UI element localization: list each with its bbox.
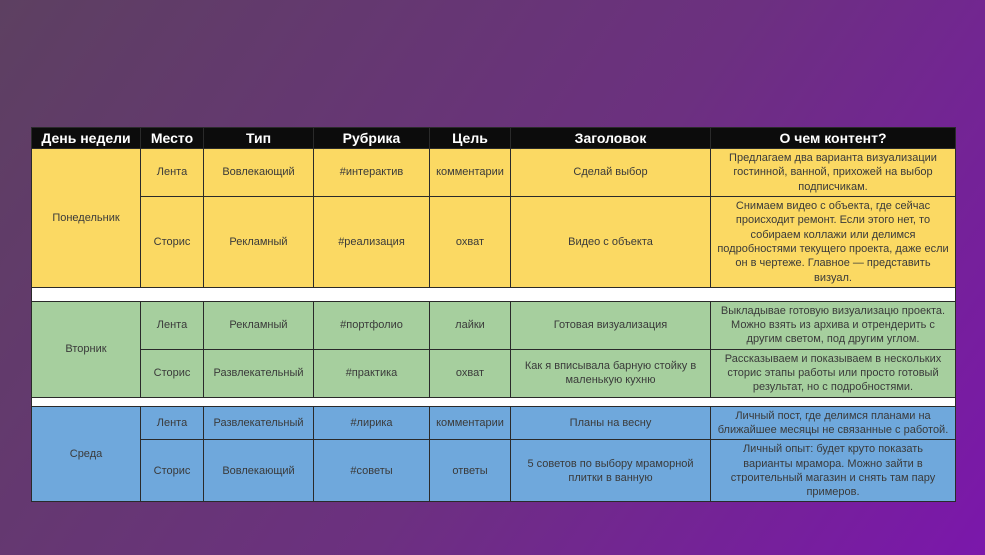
table-cell: #интерактив [313,148,430,198]
table-cell: лайки [429,300,511,350]
column-header-day: День недели [31,126,141,150]
table-row: Понедельник Лента Вовлекающий #интеракти… [31,148,956,288]
day-cell-tuesday: Вторник [31,300,141,398]
table-cell: Сделай выбор [510,148,711,198]
table-cell: Рекламный [203,300,314,350]
table-cell: Снимаем видео с объекта, где сейчас прои… [710,196,956,288]
table-cell: Развлекательный [203,405,314,441]
table-cell: ответы [429,439,511,503]
content-plan-table-container: День недели Место Тип Рубрика Цель Загол… [31,126,956,503]
table-cell: #практика [313,348,430,398]
column-header-place: Место [140,126,204,150]
table-cell: #портфолио [313,300,430,350]
table-cell: #лирика [313,405,430,441]
column-header-about: О чем контент? [710,126,956,150]
table-cell: охват [429,196,511,288]
table-cell: Развлекательный [203,348,314,398]
table-cell: Предлагаем два варианта визуализации гос… [710,148,956,198]
table-cell: охват [429,348,511,398]
day-cell-wednesday: Среда [31,405,141,503]
table-cell: #советы [313,439,430,503]
table-cell: 5 советов по выбору мраморной плитки в в… [510,439,711,503]
table-cell: Лента [140,148,204,198]
table-cell: Планы на весну [510,405,711,441]
table-cell: комментарии [429,405,511,441]
table-cell: Сторис [140,439,204,503]
table-cell: Как я вписывала барную стойку в маленьку… [510,348,711,398]
column-header-title: Заголовок [510,126,711,150]
table-cell: #реализация [313,196,430,288]
table-row: Вторник Лента Рекламный #портфолио лайки… [31,300,956,398]
table-cell: Лента [140,300,204,350]
table-cell: Личный опыт: будет круто показать вариан… [710,439,956,503]
table-cell: Сторис [140,196,204,288]
table-cell: Видео с объекта [510,196,711,288]
table-cell: Рекламный [203,196,314,288]
table-cell: Лента [140,405,204,441]
column-header-goal: Цель [429,126,511,150]
table-cell: Готовая визуализация [510,300,711,350]
content-plan-table: День недели Место Тип Рубрика Цель Загол… [31,126,956,503]
table-header-row: День недели Место Тип Рубрика Цель Загол… [31,126,956,150]
table-cell: Вовлекающий [203,148,314,198]
day-cell-monday: Понедельник [31,148,141,288]
section-gap [31,396,956,407]
table-cell: Сторис [140,348,204,398]
table-cell: Вовлекающий [203,439,314,503]
table-row: Сторис Развлекательный #практика охват К… [32,348,956,398]
table-row: Сторис Рекламный #реализация охват Видео… [32,196,956,288]
table-cell: Выкладывае готовую визуализацю проекта. … [710,300,956,350]
table-cell: Рассказываем и показываем в нескольких с… [710,348,956,398]
column-header-type: Тип [203,126,314,150]
column-header-rubric: Рубрика [313,126,430,150]
table-row: Среда Лента Развлекательный #лирика комм… [31,405,956,503]
table-cell: комментарии [429,148,511,198]
table-cell: Личный пост, где делимся планами на ближ… [710,405,956,441]
section-gap [31,286,956,302]
table-row: Сторис Вовлекающий #советы ответы 5 сове… [32,439,956,503]
